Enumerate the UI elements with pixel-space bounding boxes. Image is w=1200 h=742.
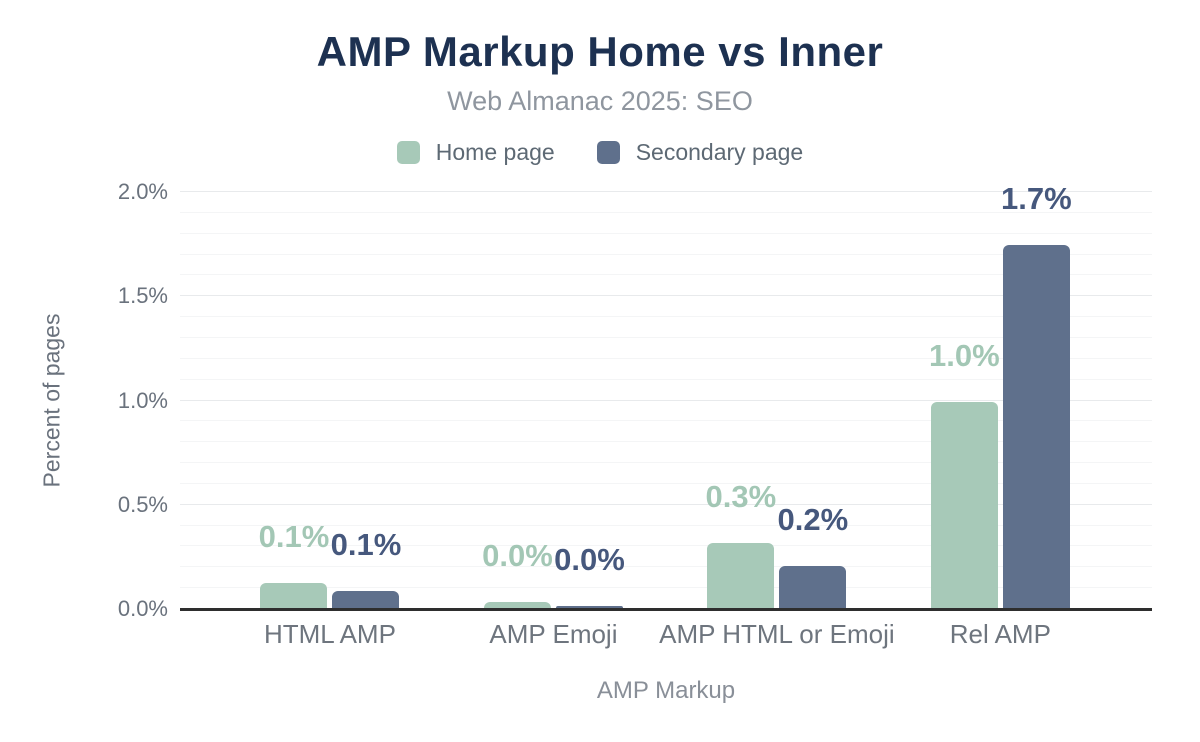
- legend-label-secondary-page: Secondary page: [635, 139, 804, 165]
- major-gridline: [180, 191, 1152, 192]
- bar-home-page: [930, 401, 998, 608]
- data-label-home-page: 0.0%: [482, 537, 553, 573]
- major-gridline: [180, 399, 1152, 401]
- y-tick-label: 1.5%: [117, 283, 168, 309]
- minor-gridline: [180, 441, 1152, 443]
- legend: Home page Secondary page: [0, 139, 1200, 166]
- bar-home-page: [483, 601, 551, 608]
- legend-item-home-page: Home page: [396, 139, 555, 166]
- y-tick-label: 2.0%: [117, 179, 168, 204]
- minor-gridline: [180, 482, 1152, 484]
- x-category-label: Rel AMP: [949, 619, 1051, 649]
- x-category-label: AMP HTML or Emoji: [659, 619, 895, 649]
- bar-secondary-page: [332, 591, 400, 608]
- data-label-secondary-page: 0.2%: [777, 502, 849, 538]
- minor-gridline: [180, 316, 1152, 318]
- data-label-home-page: 0.1%: [258, 518, 330, 554]
- bar-home-page: [707, 543, 775, 608]
- minor-gridline: [180, 253, 1152, 255]
- minor-gridline: [180, 211, 1152, 213]
- bar-secondary-page: [779, 566, 847, 608]
- bar-secondary-page: [555, 605, 623, 608]
- minor-gridline: [180, 420, 1152, 422]
- minor-gridline: [180, 232, 1152, 234]
- data-label-home-page: 0.3%: [705, 479, 777, 515]
- chart-subtitle: Web Almanac 2025: SEO: [447, 86, 753, 116]
- major-gridline: [180, 295, 1152, 297]
- legend-swatch-secondary-page-icon: [596, 141, 620, 164]
- x-category-label: AMP Emoji: [489, 619, 618, 649]
- data-label-secondary-page: 1.7%: [1001, 181, 1072, 217]
- y-tick-label: 0.0%: [117, 596, 168, 621]
- minor-gridline: [180, 274, 1152, 276]
- minor-gridline: [180, 462, 1152, 464]
- x-axis-line: [180, 608, 1152, 611]
- legend-swatch-home-page-icon: [396, 141, 420, 164]
- y-tick-label: 0.5%: [117, 491, 168, 517]
- bar-home-page: [260, 582, 328, 608]
- minor-gridline: [180, 524, 1152, 526]
- legend-item-secondary-page: Secondary page: [596, 139, 804, 166]
- x-axis-title: AMP Markup: [596, 677, 736, 704]
- data-label-home-page: 1.0%: [929, 337, 1000, 373]
- chart-title: AMP Markup Home vs Inner: [316, 28, 884, 75]
- data-label-secondary-page: 0.0%: [554, 541, 625, 577]
- minor-gridline: [180, 357, 1152, 359]
- y-axis-title: Percent of pages: [38, 313, 65, 488]
- minor-gridline: [180, 545, 1152, 547]
- legend-label-home-page: Home page: [435, 139, 555, 165]
- minor-gridline: [180, 378, 1152, 380]
- data-label-secondary-page: 0.1%: [330, 527, 402, 563]
- minor-gridline: [180, 587, 1152, 589]
- minor-gridline: [180, 336, 1152, 338]
- plot-area: 0.1% 0.1% 0.0% 0.0% 0.3% 0.2% 1.0% 1.7%: [180, 183, 1152, 611]
- minor-gridline: [180, 566, 1152, 568]
- major-gridline: [180, 503, 1152, 505]
- bar-secondary-page: [1002, 245, 1070, 608]
- y-tick-label: 1.0%: [117, 387, 168, 413]
- x-category-label: HTML AMP: [263, 619, 396, 649]
